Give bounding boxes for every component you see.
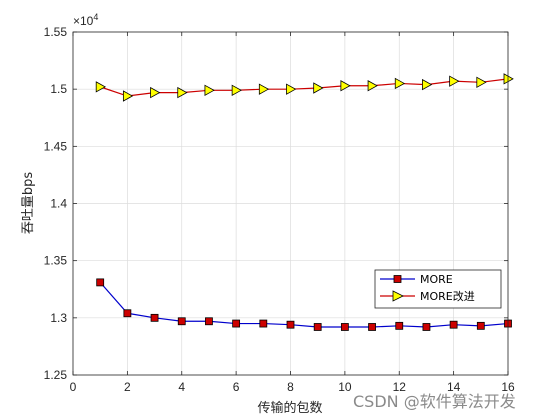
legend-marker-more-improved <box>392 290 404 302</box>
y-axis-label: 吞吐量bps <box>21 172 36 235</box>
legend-label-more-improved: MORE改进 <box>420 289 475 303</box>
x-axis-label: 传输的包数 <box>257 400 322 416</box>
x-tick-label: 10 <box>338 380 352 394</box>
x-tick-label: 16 <box>501 380 515 394</box>
series-0-point <box>395 321 404 330</box>
y-tick-label: 1.55 <box>44 25 68 39</box>
series-0-point <box>177 317 186 326</box>
series-line-1 <box>99 78 509 97</box>
x-tick-label: 14 <box>447 380 461 394</box>
series-0-point <box>368 323 376 331</box>
y-multiplier: ×104 <box>73 12 98 28</box>
y-tick-label: 1.3 <box>50 311 67 325</box>
series-1-point <box>150 86 161 99</box>
series-0-point <box>340 323 349 331</box>
series-0-point <box>476 321 485 330</box>
x-tick-label: 2 <box>124 380 131 394</box>
legend-marker-more <box>393 275 402 283</box>
series-0-point <box>96 278 105 287</box>
x-tick-label: 6 <box>233 380 240 394</box>
legend-label-more: MORE <box>420 273 453 286</box>
y-multiplier-exp: 4 <box>93 12 98 22</box>
series-1-point <box>177 86 188 99</box>
series-1-point <box>476 76 487 88</box>
series-0-point <box>259 319 268 328</box>
legend: MORE MORE改进 <box>374 269 502 309</box>
series-1-point <box>422 78 433 91</box>
x-ticks: 0 2 4 6 8 10 12 14 16 <box>70 32 515 394</box>
y-tick-label: 1.4 <box>50 197 67 211</box>
x-tick-label: 8 <box>287 380 294 394</box>
series-0-point <box>150 313 159 322</box>
y-tick-label: 1.45 <box>44 139 68 153</box>
series-1-point <box>367 80 378 92</box>
y-tick-label: 1.5 <box>50 82 67 96</box>
series-1-point <box>340 80 351 92</box>
series-0-point <box>313 323 322 331</box>
x-tick-label: 12 <box>393 380 407 394</box>
series-0-point <box>422 323 431 331</box>
series-0-point <box>449 320 458 329</box>
series-1-point <box>449 75 460 87</box>
series-1-point <box>503 73 514 85</box>
series-1-point <box>258 83 270 95</box>
series-0-point <box>123 309 132 318</box>
x-tick-label: 4 <box>178 380 185 394</box>
series-line-0 <box>99 281 509 328</box>
series-0-point <box>286 320 295 329</box>
series-0-point <box>232 319 241 328</box>
series-1-point <box>231 84 242 96</box>
y-multiplier-base: ×10 <box>73 14 94 28</box>
series-1-point <box>313 82 324 94</box>
series-layer <box>95 73 514 331</box>
series-0-point <box>205 317 213 326</box>
watermark: CSDN @软件算法开发 <box>353 392 516 411</box>
series-1-point <box>394 77 406 90</box>
y-ticks: 1.25 1.3 1.35 1.4 1.45 1.5 1.55 <box>44 25 508 382</box>
y-tick-label: 1.35 <box>44 254 68 268</box>
series-1-point <box>286 83 297 95</box>
x-tick-label: 0 <box>70 380 77 394</box>
series-1-point <box>122 90 134 102</box>
series-1-point <box>95 81 107 93</box>
series-1-point <box>204 84 215 96</box>
y-tick-label: 1.25 <box>44 368 68 382</box>
